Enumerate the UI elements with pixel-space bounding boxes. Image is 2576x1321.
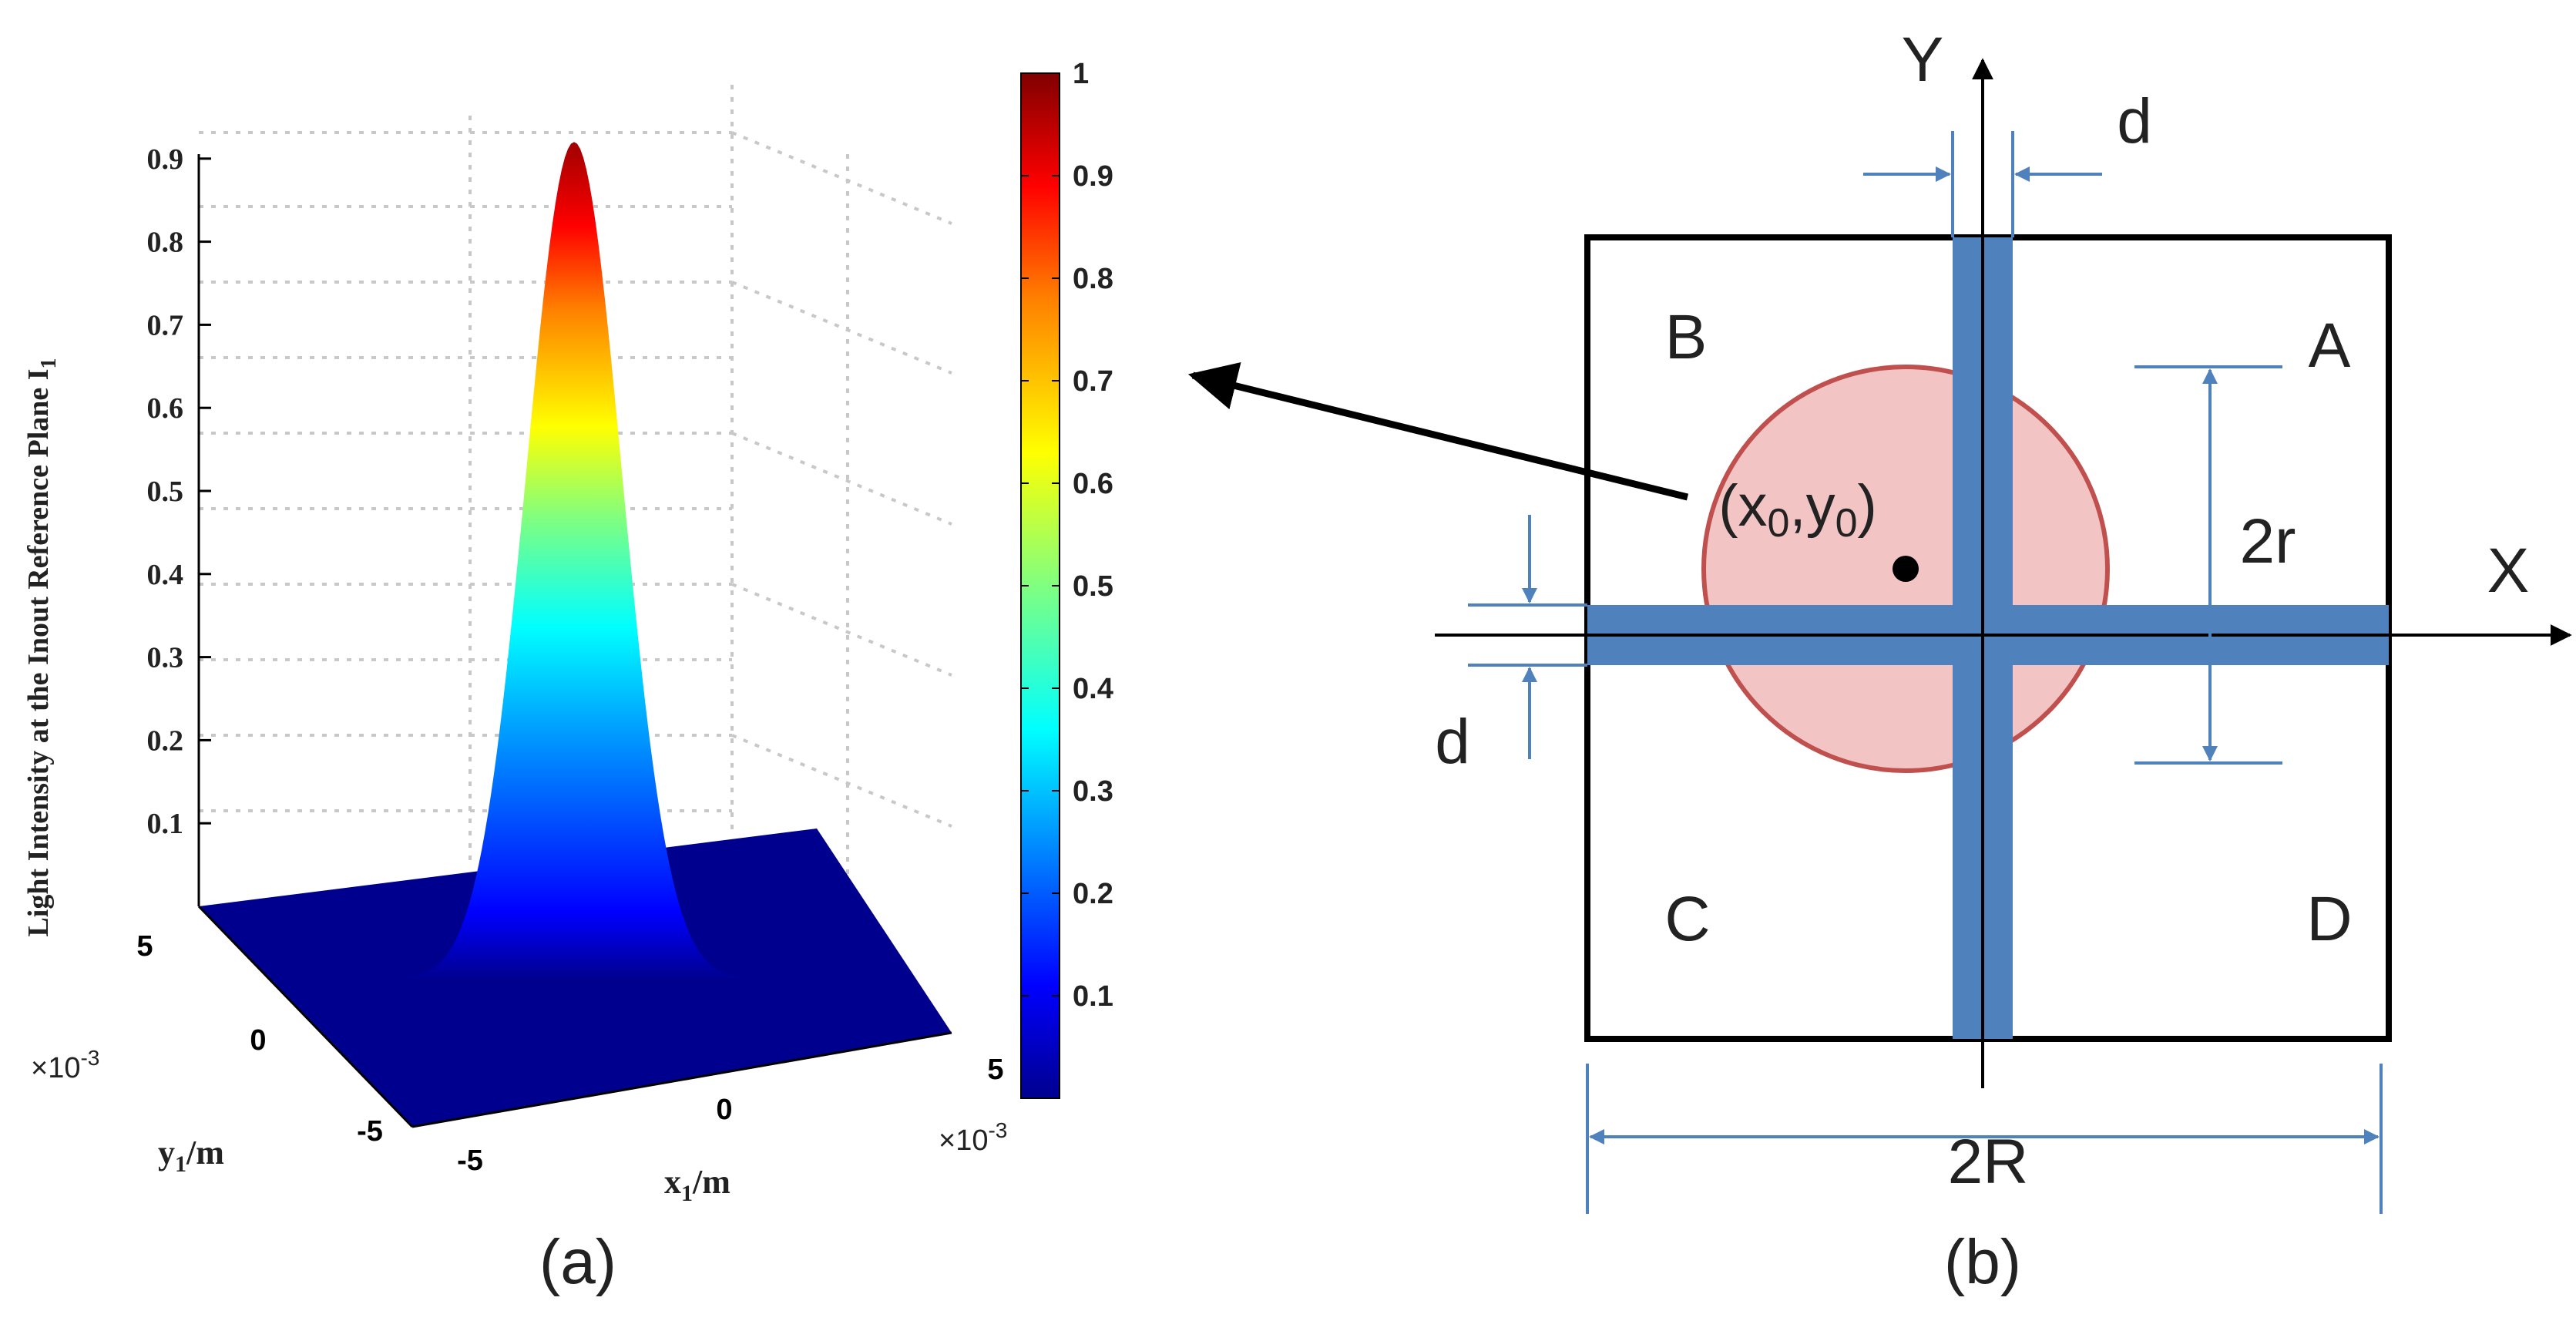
z-axis-label-group: Light Intensity at the Inout Reference P… [22, 358, 61, 936]
y-tick-0: 0 [250, 1024, 266, 1057]
top-gap-dimension [1863, 131, 2102, 237]
y-multiplier: ×10-3 [31, 1046, 99, 1084]
y-axis-label-var: y [158, 1134, 175, 1171]
x-tick-neg5: -5 [457, 1145, 483, 1177]
z-tick-label: 0.8 [147, 227, 184, 259]
gaussian-peak-surface [374, 142, 774, 980]
z-tick-label: 0.4 [147, 559, 184, 591]
left-gap-label: d [1435, 707, 1470, 777]
spot-center-dot [1893, 556, 1919, 582]
colorbar-tick-label: 0.8 [1073, 263, 1113, 295]
y-axis-label: y1/m [158, 1134, 224, 1177]
x-multiplier-exp: -3 [988, 1118, 1007, 1142]
quadrant-c-label: C [1664, 884, 1710, 954]
x-tick-0: 0 [716, 1094, 732, 1126]
z-axis-ticks: 0.9 0.8 0.7 0.6 0.5 0.4 0.3 0.2 0.1 [147, 143, 211, 840]
x-axis-label-sub: 1 [681, 1181, 693, 1206]
colorbar-tick-label: 0.5 [1073, 570, 1113, 603]
colorbar-tick-label: 1 [1073, 58, 1089, 90]
x-tick-5: 5 [987, 1054, 1003, 1086]
y-axis-label-sub: 1 [175, 1151, 186, 1177]
back-grid [199, 85, 952, 886]
axis-y-label: Y [1902, 25, 1944, 95]
center-label-x-sub: 0 [1768, 501, 1790, 546]
x-axis-label-var: x [664, 1163, 681, 1201]
center-label-y: y [1806, 473, 1835, 539]
z-tick-label: 0.9 [147, 143, 184, 176]
spot-diameter-label: 2r [2240, 506, 2296, 576]
y-tick-neg5: -5 [357, 1115, 383, 1148]
quadrant-d-label: D [2306, 884, 2352, 954]
quadrant-b-label: B [1665, 302, 1708, 372]
colorbar-tick-label: 0.9 [1073, 160, 1113, 193]
detector-width-dimension [1586, 1064, 2383, 1214]
colorbar-tick-label: 0.7 [1073, 365, 1113, 398]
colorbar-tick-label: 0.2 [1073, 878, 1113, 910]
colorbar-ticks: 1 0.9 0.8 0.7 0.6 0.5 0.4 0.3 0.2 0.1 [1021, 58, 1113, 1013]
panel-b-caption: (b) [1944, 1227, 2021, 1297]
y-tick-5: 5 [136, 930, 153, 963]
z-tick-label: 0.7 [147, 309, 184, 341]
y-axis-line [197, 905, 414, 1128]
colorbar-tick-label: 0.3 [1073, 775, 1113, 808]
z-tick-label: 0.6 [147, 392, 184, 425]
quadrant-a-label: A [2309, 311, 2351, 381]
z-tick-label: 0.1 [147, 808, 184, 840]
axis-x-label: X [2487, 536, 2530, 606]
left-gap-dimension [1468, 515, 1587, 759]
top-gap-label: d [2117, 86, 2152, 156]
panel-a-caption: (a) [539, 1227, 616, 1297]
x-axis-line [411, 1031, 952, 1128]
center-label-x: x [1738, 473, 1768, 539]
colorbar-tick-label: 0.6 [1073, 468, 1113, 500]
z-tick-label: 0.2 [147, 724, 184, 757]
panel-b-quadrant-detector: Y X A B C D (x0,y0) d d [1435, 25, 2572, 1297]
x-multiplier-base: ×10 [939, 1124, 988, 1157]
x-axis-label-unit: /m [692, 1163, 730, 1201]
spot-diameter-dimension [2134, 365, 2282, 765]
colorbar-tick-label: 0.4 [1073, 673, 1113, 705]
colorbar-tick-label: 0.1 [1073, 980, 1113, 1013]
z-axis-label-subscript: 1 [37, 358, 61, 368]
center-label-y-sub: 0 [1835, 501, 1858, 546]
z-axis-label: Light Intensity at the Inout Reference P… [22, 368, 55, 936]
y-axis-label-unit: /m [186, 1134, 224, 1171]
x-multiplier: ×10-3 [939, 1118, 1007, 1157]
y-multiplier-exp: -3 [80, 1046, 99, 1070]
panel-a-intensity-plot: 0.9 0.8 0.7 0.6 0.5 0.4 0.3 0.2 0.1 Light Intens… [22, 58, 1113, 1297]
z-tick-label: 0.3 [147, 642, 184, 674]
z-tick-label: 0.5 [147, 476, 184, 508]
x-axis-label: x1/m [664, 1163, 730, 1206]
y-multiplier-base: ×10 [31, 1052, 80, 1084]
svg-text:Light Intensity at the Inout R: Light Intensity at the Inout Reference P… [22, 358, 61, 936]
detector-width-label: 2R [1948, 1127, 2029, 1197]
pointer-arrow [1187, 361, 1689, 501]
